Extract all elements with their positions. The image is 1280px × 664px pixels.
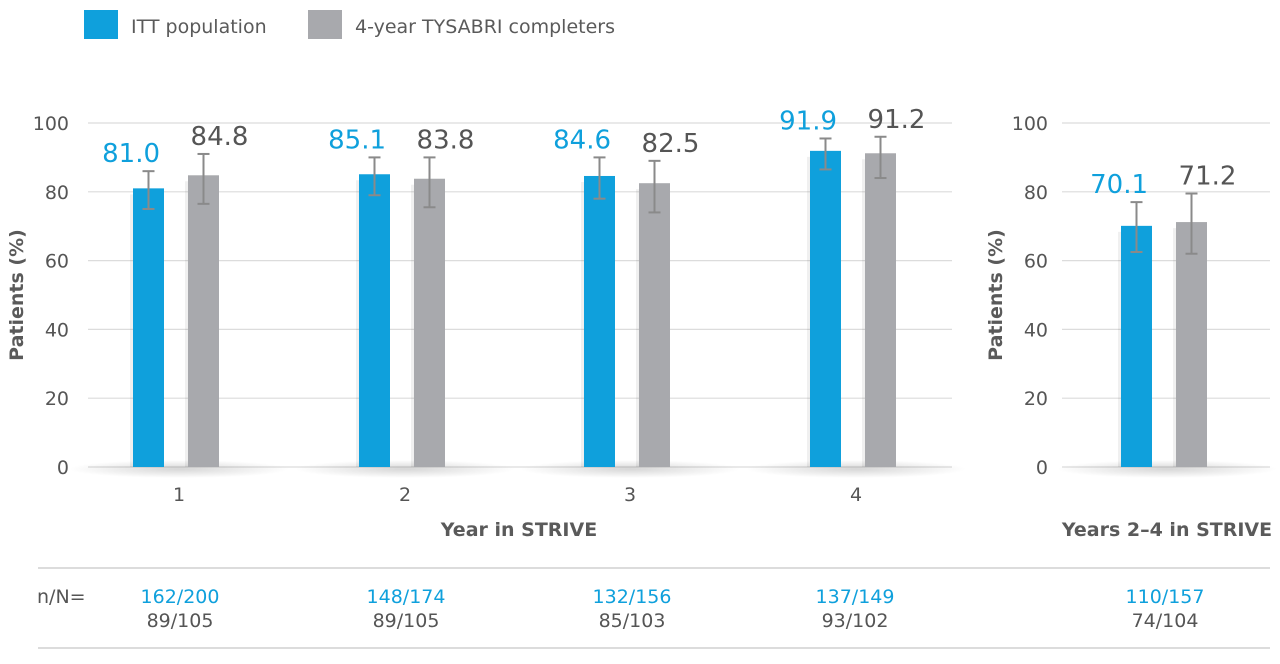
- x-axis-title: Year in STRIVE: [440, 519, 597, 541]
- bar-floor-shadow: [520, 460, 740, 478]
- data-label: 85.1: [328, 125, 386, 155]
- x-tick-label: 1: [173, 484, 185, 506]
- y-tick-label: 80: [1024, 182, 1048, 204]
- bar-completers: [1176, 222, 1207, 467]
- y-tick-labels: 0 20 40 60 80 100: [1012, 113, 1048, 479]
- bar-shade: [130, 194, 134, 468]
- bar-itt: [1121, 225, 1152, 467]
- data-label: 91.2: [868, 105, 926, 135]
- chart-panel-pooled: 0 20 40 60 80 100 Patients (%) 70.1 71.2 Years…: [985, 113, 1277, 541]
- bar-floor-shadow: [1057, 460, 1277, 478]
- n-over-n-values: 162/20089/105148/17489/105132/15685/1031…: [141, 586, 1205, 632]
- y-axis-title: Patients (%): [985, 229, 1007, 361]
- y-tick-label: 0: [1036, 457, 1048, 479]
- n-over-n-completers: 93/102: [822, 610, 889, 632]
- data-label: 84.6: [553, 125, 611, 155]
- n-over-n-itt: 162/200: [141, 586, 220, 608]
- y-tick-label: 100: [33, 113, 69, 135]
- data-label: 91.9: [779, 106, 837, 136]
- n-over-n-table: n/N= 162/20089/105148/17489/105132/15685…: [37, 567, 1270, 649]
- data-label: 81.0: [102, 139, 160, 169]
- x-tick-label: 3: [624, 484, 636, 506]
- n-over-n-itt: 137/149: [816, 586, 895, 608]
- y-tick-label: 80: [45, 182, 69, 204]
- floor-shadows: [1057, 460, 1277, 478]
- data-label: 70.1: [1090, 170, 1148, 200]
- x-axis-title: Years 2–4 in STRIVE: [1061, 519, 1272, 541]
- bar-shade: [411, 184, 415, 467]
- legend-swatch-completers: [308, 10, 342, 39]
- bar-floor-shadow: [746, 460, 966, 478]
- n-over-n-completers: 85/103: [599, 610, 666, 632]
- n-over-n-completers: 74/104: [1132, 610, 1199, 632]
- n-over-n-itt: 132/156: [593, 586, 672, 608]
- data-label: 83.8: [417, 125, 475, 155]
- bars: 70.1 71.2: [1090, 162, 1236, 467]
- bar-completers: [865, 153, 896, 467]
- data-label: 84.8: [191, 122, 249, 152]
- data-label: 71.2: [1179, 162, 1237, 192]
- bar-floor-shadow: [295, 460, 515, 478]
- data-label: 82.5: [642, 129, 700, 159]
- n-over-n-itt: 148/174: [367, 586, 446, 608]
- chart-panel-yearly: 0 20 40 60 80 100 Patients (%) 81.0 84.8 85.1 83…: [6, 105, 966, 541]
- y-tick-label: 20: [45, 388, 69, 410]
- bar-shade: [581, 181, 585, 467]
- legend-label-itt: ITT population: [131, 16, 267, 38]
- bars: 81.0 84.8 85.1 83.8 84.6 82.5 91.9 91.2: [102, 105, 926, 468]
- n-over-n-completers: 89/105: [147, 610, 214, 632]
- x-tick-label: 2: [399, 484, 411, 506]
- floor-shadows: [69, 460, 966, 478]
- y-tick-label: 40: [1024, 319, 1048, 341]
- y-tick-label: 60: [45, 251, 69, 273]
- n-over-n-completers: 89/105: [373, 610, 440, 632]
- y-tick-label: 100: [1012, 113, 1048, 135]
- x-tick-label: 4: [850, 484, 862, 506]
- bar-shade: [862, 159, 866, 467]
- y-axis-title: Patients (%): [6, 229, 28, 361]
- bar-shade: [636, 189, 640, 467]
- y-tick-label: 40: [45, 319, 69, 341]
- bar-itt: [810, 150, 841, 467]
- bar-shade: [185, 181, 189, 467]
- bar-completers: [639, 183, 670, 467]
- bar-itt: [359, 174, 390, 468]
- legend: ITT population 4-year TYSABRI completers: [84, 10, 615, 39]
- bar-completers: [414, 178, 445, 467]
- n-over-n-itt: 110/157: [1126, 586, 1205, 608]
- bar-shade: [1118, 231, 1122, 467]
- bar-itt: [133, 188, 164, 468]
- n-over-n-label: n/N=: [37, 586, 86, 608]
- y-tick-label: 60: [1024, 251, 1048, 273]
- y-tick-labels: 0 20 40 60 80 100: [33, 113, 69, 479]
- legend-label-completers: 4-year TYSABRI completers: [355, 16, 615, 38]
- bar-itt: [584, 175, 615, 467]
- bar-shade: [356, 180, 360, 468]
- bar-shade: [807, 156, 811, 467]
- bar-shade: [1173, 228, 1177, 467]
- bar-completers: [188, 175, 219, 467]
- bar-floor-shadow: [69, 460, 289, 478]
- x-tick-labels: 1 2 3 4: [173, 484, 862, 506]
- y-tick-label: 0: [57, 457, 69, 479]
- legend-swatch-itt: [84, 10, 118, 39]
- y-tick-label: 20: [1024, 388, 1048, 410]
